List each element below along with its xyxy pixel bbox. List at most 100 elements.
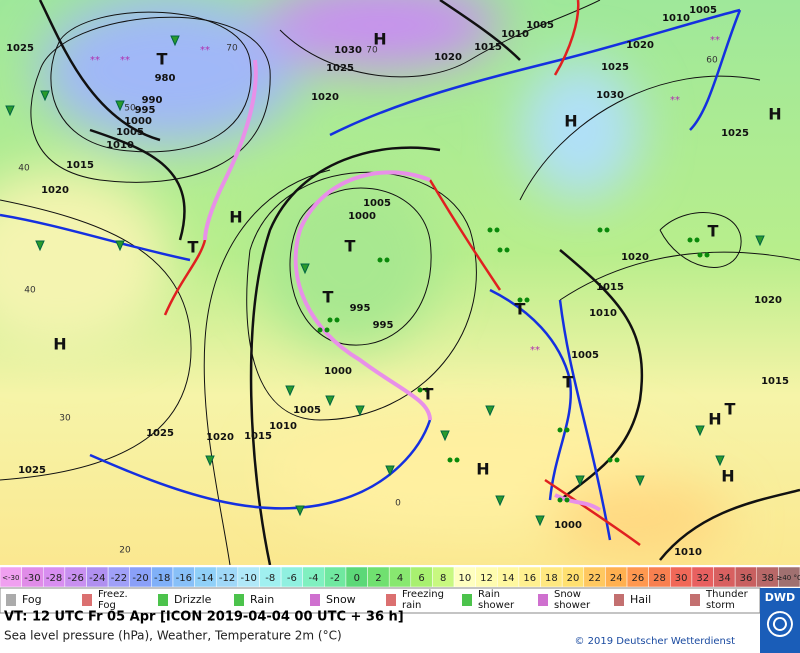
isobar-label: 1020 xyxy=(621,252,649,263)
fronts xyxy=(0,0,742,547)
snow-symbol: ** xyxy=(90,55,100,66)
shower-symbol xyxy=(575,475,585,487)
isotherm-label: 50 xyxy=(124,104,136,114)
isobar-label: 1015 xyxy=(474,42,502,53)
scale-label: ≥40 °C xyxy=(776,574,800,582)
pressure-center: H xyxy=(373,30,386,49)
isobar-label: 1020 xyxy=(311,92,339,103)
rain-dot xyxy=(564,497,570,503)
rain-dot xyxy=(557,427,563,433)
shower-symbol xyxy=(695,425,705,437)
isobar-label: 980 xyxy=(155,73,176,84)
rain-dot xyxy=(324,327,330,333)
pressure-center: H xyxy=(53,335,66,354)
shower-symbol xyxy=(385,465,395,477)
pressure-center: H xyxy=(229,208,242,227)
pressure-center: T xyxy=(345,237,356,256)
pressure-center: T xyxy=(725,400,736,419)
isobars xyxy=(0,0,800,566)
legend-label: Snow shower xyxy=(554,589,591,611)
isobar-label: 1025 xyxy=(18,465,46,476)
scale-label: -22 xyxy=(111,573,127,584)
isobar-label: 1005 xyxy=(571,350,599,361)
isobar-label: 1005 xyxy=(689,5,717,16)
pressure-center: H xyxy=(768,105,781,124)
isobar-label: 1015 xyxy=(761,376,789,387)
scale-label: 24 xyxy=(610,573,623,584)
isobar-label: 1025 xyxy=(721,128,749,139)
logo-box xyxy=(760,588,800,653)
legend-label: Hail xyxy=(630,593,651,606)
temperature-scale: <-30 -30 -28 -26 -24 -22 -20 -18 -16 -14 -12 -10 -8-… xyxy=(0,566,800,588)
shower-symbol xyxy=(325,395,335,407)
isobar-label: 1010 xyxy=(269,421,297,432)
shower-symbol xyxy=(755,235,765,247)
legend-box xyxy=(0,587,761,614)
isobar-label: 1010 xyxy=(501,29,529,40)
isobar-label: 995 xyxy=(135,105,156,116)
isobar-label: 1005 xyxy=(293,405,321,416)
pressure-center: T xyxy=(563,373,574,392)
rain-dot xyxy=(517,297,523,303)
shower-symbol xyxy=(495,495,505,507)
rain-dot xyxy=(687,237,693,243)
pressure-center: T xyxy=(157,50,168,69)
shower-symbol xyxy=(170,35,180,47)
isobar-label: 1010 xyxy=(674,547,702,558)
isobar-label: 1000 xyxy=(124,116,152,127)
scale-label: -20 xyxy=(132,573,148,584)
scale-label: 2 xyxy=(375,573,381,584)
pressure-center: H xyxy=(476,460,489,479)
scale-label: -26 xyxy=(68,573,84,584)
rain-dot xyxy=(454,457,460,463)
rain-dot xyxy=(327,317,333,323)
scale-label: 28 xyxy=(653,573,666,584)
rain-dot xyxy=(604,227,610,233)
isobar-label: 995 xyxy=(350,303,371,314)
rain-dot xyxy=(524,297,530,303)
scale-label: 6 xyxy=(418,573,424,584)
snow-symbol: ** xyxy=(530,345,540,356)
rain-dot xyxy=(697,252,703,258)
snow-symbol: ** xyxy=(670,95,680,106)
legend-icon xyxy=(158,594,168,606)
scale-label: 0 xyxy=(354,573,360,584)
scale-label: -2 xyxy=(330,573,340,584)
scale-label: 20 xyxy=(567,573,580,584)
legend-icon xyxy=(6,594,16,606)
legend-label: Fog xyxy=(22,593,42,606)
scale-label: 4 xyxy=(397,573,403,584)
occlusions xyxy=(203,59,602,512)
isobar-label: 990 xyxy=(142,95,163,106)
rain-dot xyxy=(384,257,390,263)
scale-label: -28 xyxy=(46,573,62,584)
rain-dot xyxy=(614,457,620,463)
pressure-center: H xyxy=(564,112,577,131)
pressure-center: T xyxy=(708,222,719,241)
scale-label: 34 xyxy=(718,573,731,584)
scale-label: -6 xyxy=(287,573,297,584)
scale-label: 26 xyxy=(631,573,644,584)
pressure-center: H xyxy=(708,410,721,429)
isobar-label: 1025 xyxy=(6,43,34,54)
scale-label: 8 xyxy=(440,573,446,584)
shower-symbol xyxy=(40,90,50,102)
shower-symbol xyxy=(295,505,305,517)
description: Sea level pressure (hPa), Weather, Tempe… xyxy=(4,629,342,643)
legend-icon xyxy=(310,594,320,606)
legend-icon xyxy=(614,594,624,606)
copyright: © 2019 Deutscher Wetterdienst xyxy=(574,636,735,647)
legend-label: Rain xyxy=(250,593,274,606)
snow-symbol: ** xyxy=(120,55,130,66)
pressure-center: T xyxy=(515,300,526,319)
scale-label: -12 xyxy=(219,573,235,584)
isobar-label: 1000 xyxy=(324,366,352,377)
legend-icon xyxy=(538,594,548,606)
rain-dot xyxy=(424,387,430,393)
legend-label: Freez. Fog xyxy=(98,589,128,611)
legend-label: Thunder storm xyxy=(705,589,749,611)
isobar-label: 1030 xyxy=(596,90,624,101)
